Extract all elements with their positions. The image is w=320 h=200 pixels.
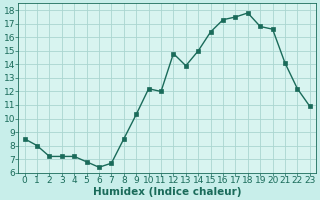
X-axis label: Humidex (Indice chaleur): Humidex (Indice chaleur)	[93, 187, 242, 197]
